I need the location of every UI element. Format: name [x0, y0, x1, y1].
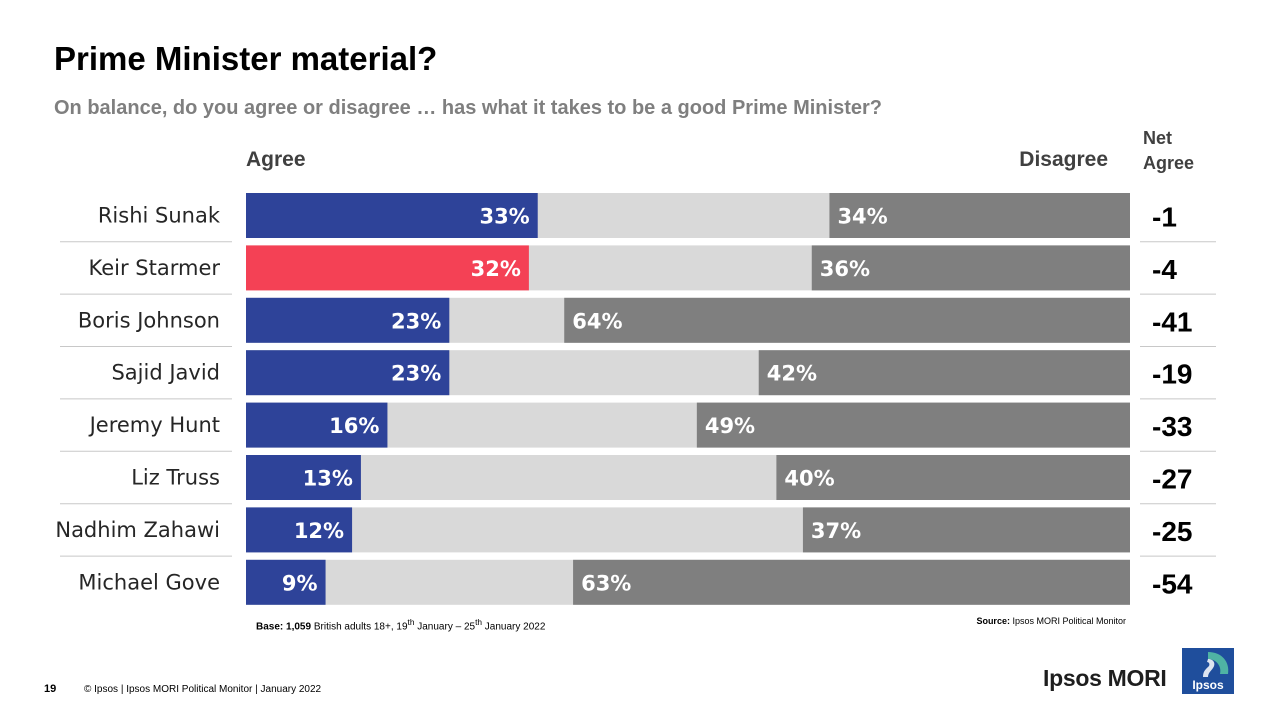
bar-agree-6 — [246, 507, 353, 553]
agree-column-header: Agree — [246, 148, 306, 171]
category-label-1: Keir Starmer — [89, 256, 221, 280]
bar-disagree-6 — [802, 507, 1130, 553]
bar-disagree-7 — [573, 559, 1130, 605]
bar-disagree-4 — [696, 402, 1130, 448]
source-footnote: Source: Ipsos MORI Political Monitor — [976, 616, 1126, 626]
net-agree-value-2: -41 — [1152, 306, 1192, 337]
disagree-value-label-2: 64% — [572, 309, 622, 333]
net-agree-value-4: -33 — [1152, 411, 1192, 442]
bar-disagree-3 — [758, 350, 1130, 396]
disagree-column-header: Disagree — [1019, 148, 1108, 171]
bar-agree-4 — [246, 402, 388, 448]
agree-value-label-7: 9% — [282, 571, 318, 595]
bar-disagree-2 — [564, 297, 1130, 343]
ipsos-logo-icon: Ipsos — [1182, 648, 1234, 694]
source-footnote-label: Source: — [976, 616, 1010, 626]
page-subtitle: On balance, do you agree or disagree … h… — [54, 97, 882, 119]
category-label-5: Liz Truss — [131, 466, 220, 490]
disagree-value-label-7: 63% — [581, 571, 631, 595]
agree-value-label-1: 32% — [471, 257, 521, 281]
disagree-value-label-0: 34% — [837, 205, 887, 229]
base-footnote-sup-2: th — [475, 617, 483, 627]
bar-agree-3 — [246, 350, 450, 396]
disagree-value-label-4: 49% — [705, 414, 755, 438]
disagree-value-label-5: 40% — [784, 467, 834, 491]
bar-agree-5 — [246, 455, 361, 500]
category-label-4: Jeremy Hunt — [88, 413, 220, 437]
net-agree-header-line1: Net — [1143, 128, 1173, 148]
bar-agree-7 — [246, 559, 326, 605]
base-footnote-count: 1,059 — [286, 621, 312, 633]
net-agree-value-6: -25 — [1152, 516, 1192, 547]
base-footnote-sup-1: th — [407, 617, 415, 627]
category-label-0: Rishi Sunak — [98, 204, 221, 228]
category-label-6: Nadhim Zahawi — [55, 518, 220, 542]
net-agree-header: Net Agree — [1143, 126, 1223, 176]
net-agree-value-0: -1 — [1152, 202, 1177, 233]
category-label-3: Sajid Javid — [111, 361, 220, 385]
page-number: 19 — [44, 683, 57, 695]
page-title: Prime Minister material? — [54, 40, 438, 77]
net-agree-header-line2: Agree — [1143, 153, 1195, 173]
category-label-2: Boris Johnson — [78, 308, 220, 332]
brand-wordmark: Ipsos MORI — [1043, 665, 1167, 691]
agree-value-label-0: 33% — [479, 205, 529, 229]
bar-disagree-0 — [829, 193, 1130, 238]
bar-agree-1 — [246, 245, 529, 291]
bar-disagree-5 — [776, 455, 1130, 500]
agree-value-label-4: 16% — [329, 414, 379, 438]
agree-value-label-6: 12% — [294, 519, 344, 543]
base-footnote-label: Base: — [256, 621, 284, 633]
net-agree-value-1: -4 — [1152, 254, 1177, 285]
net-agree-value-7: -54 — [1152, 568, 1193, 599]
net-agree-value-5: -27 — [1152, 464, 1192, 495]
agree-value-label-3: 23% — [391, 362, 441, 386]
bar-agree-0 — [246, 193, 538, 238]
agree-value-label-5: 13% — [303, 467, 353, 491]
base-footnote: Base: 1,059 British adults 18+, 19th Jan… — [256, 617, 546, 633]
agree-value-label-2: 23% — [391, 309, 441, 333]
logo-text: Ipsos — [1192, 678, 1224, 692]
footer-copyright: © Ipsos | Ipsos MORI Political Monitor |… — [84, 684, 322, 695]
disagree-value-label-6: 37% — [811, 519, 861, 543]
bar-agree-2 — [246, 297, 450, 343]
net-agree-value-3: -19 — [1152, 359, 1192, 390]
disagree-value-label-1: 36% — [820, 257, 870, 281]
category-label-7: Michael Gove — [78, 570, 220, 594]
disagree-value-label-3: 42% — [767, 362, 817, 386]
bar-disagree-1 — [811, 245, 1130, 291]
